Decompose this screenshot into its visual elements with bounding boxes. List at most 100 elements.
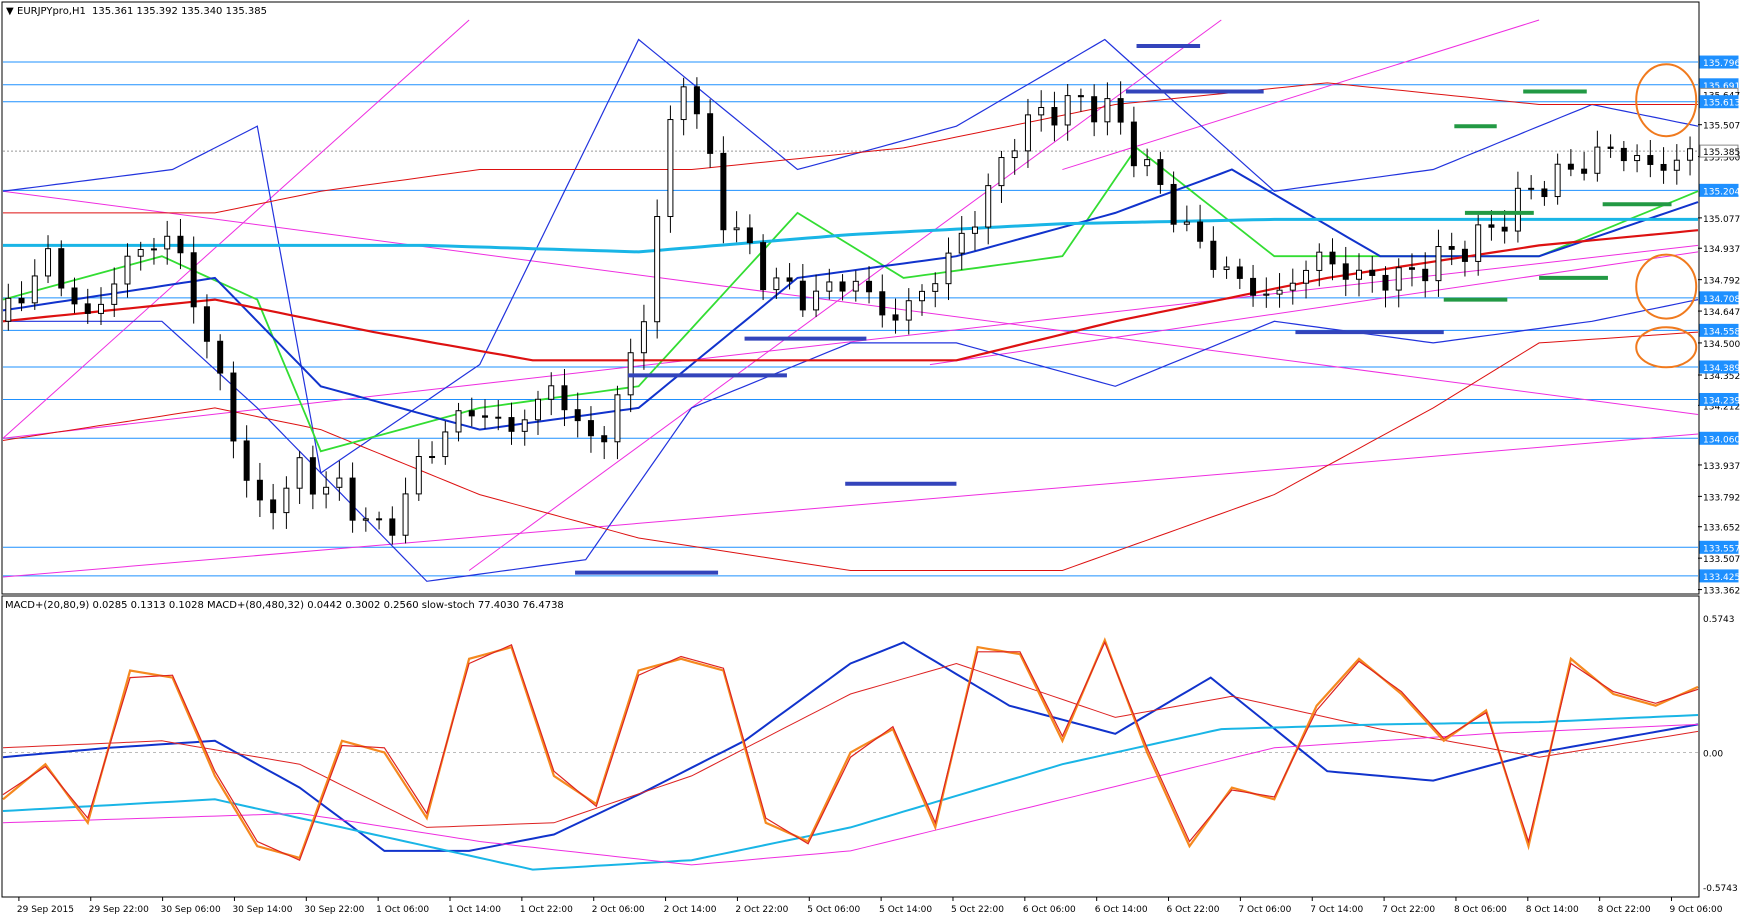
candle xyxy=(296,451,303,504)
main-header-ohlc: 135.361 135.392 135.340 135.385 xyxy=(92,6,267,17)
level-tag-label: 134.239 xyxy=(1703,396,1740,406)
x-tick-label: 8 Oct 22:00 xyxy=(1598,905,1651,915)
candle-body xyxy=(826,281,833,292)
candle-body xyxy=(1011,150,1018,159)
candle xyxy=(1408,253,1415,287)
candle xyxy=(521,409,528,446)
x-tick-label: 5 Oct 14:00 xyxy=(879,905,932,915)
candle xyxy=(508,402,515,445)
candle-body xyxy=(919,290,926,302)
candle-body xyxy=(230,372,237,442)
candle xyxy=(1104,82,1111,136)
candle xyxy=(111,267,118,317)
candle xyxy=(1581,151,1588,181)
candle-body xyxy=(534,398,541,421)
candle-body xyxy=(1236,266,1243,279)
candle-body xyxy=(1687,148,1694,161)
level-tag-label: 133.425 xyxy=(1703,573,1740,583)
candle xyxy=(230,361,237,459)
candle-body xyxy=(574,409,581,422)
candle xyxy=(1024,98,1031,168)
candle-body xyxy=(203,306,210,342)
candle-body xyxy=(1395,267,1402,291)
candle-body xyxy=(587,420,594,437)
candle-body xyxy=(177,235,184,254)
candle xyxy=(1528,175,1535,200)
candle xyxy=(1501,210,1508,244)
candle-body xyxy=(1276,289,1283,295)
candle-body xyxy=(813,290,820,311)
candle xyxy=(852,270,859,302)
candle-body xyxy=(349,477,356,521)
candle-body xyxy=(1607,146,1614,149)
candle-body xyxy=(1448,246,1455,250)
level-tag-label: 135.385 xyxy=(1703,148,1740,158)
candle xyxy=(482,399,489,429)
y-tick-label: 134.937 xyxy=(1703,245,1740,255)
level-tag-bg xyxy=(1699,144,1739,158)
candle xyxy=(97,287,104,325)
candle-body xyxy=(256,479,263,501)
candle xyxy=(415,439,422,501)
candle-body xyxy=(998,157,1005,187)
indicator-macd-fast-signal xyxy=(2,662,1699,828)
main-header-dropdown-icon[interactable]: ▼ xyxy=(6,6,14,17)
candle xyxy=(309,445,316,510)
candle-body xyxy=(1183,221,1190,225)
candle xyxy=(680,77,687,136)
y-tick-label: 134.647 xyxy=(1703,308,1740,318)
candle xyxy=(5,283,12,331)
candle-body xyxy=(892,314,899,321)
candle xyxy=(336,460,343,501)
candle-body xyxy=(5,297,12,322)
level-tag-bg xyxy=(1699,55,1739,69)
candle-body xyxy=(905,300,912,321)
candle-body xyxy=(1356,269,1362,280)
candle xyxy=(1356,253,1362,297)
level-tag-label: 135.691 xyxy=(1703,82,1740,92)
candle-body xyxy=(760,242,767,291)
candle xyxy=(58,240,65,297)
candle xyxy=(1170,171,1177,233)
candle xyxy=(1647,140,1654,178)
trend-line-5 xyxy=(929,251,1699,366)
candle-body xyxy=(270,499,277,514)
candle-body xyxy=(1197,221,1204,242)
candle-body xyxy=(1647,155,1654,165)
candle xyxy=(1329,238,1336,281)
level-tag-bg xyxy=(1699,323,1739,337)
trend-line-6 xyxy=(1062,19,1540,171)
level-tag-label: 135.613 xyxy=(1703,99,1740,109)
y-tick-label: 134.352 xyxy=(1703,372,1740,382)
candle-body xyxy=(1144,159,1151,167)
level-tag-label: 134.060 xyxy=(1703,435,1740,445)
candle-body xyxy=(1514,187,1521,232)
y-tick-label: 133.792 xyxy=(1703,493,1740,503)
indicator-macd-slow-signal xyxy=(2,723,1699,866)
candle-body xyxy=(1501,226,1508,232)
x-tick-label: 5 Oct 22:00 xyxy=(951,905,1004,915)
candle-body xyxy=(190,252,197,308)
candle xyxy=(84,288,91,324)
trend-line-1 xyxy=(2,190,1699,415)
candle xyxy=(1011,138,1018,175)
candle xyxy=(971,211,978,251)
candle xyxy=(879,274,886,328)
candle xyxy=(402,477,409,544)
candle xyxy=(1183,205,1190,232)
candle-body xyxy=(1064,95,1071,126)
candle-body xyxy=(376,518,383,521)
candle xyxy=(1276,273,1283,308)
candle-body xyxy=(336,477,343,488)
level-tag-bg xyxy=(1699,291,1739,305)
candle-body xyxy=(879,291,886,316)
candle xyxy=(31,259,38,310)
y-tick-label: 134.212 xyxy=(1703,402,1740,412)
candle xyxy=(1488,210,1495,241)
level-tag-bg xyxy=(1699,392,1739,406)
candle-body xyxy=(402,493,409,536)
series-ma-blue xyxy=(2,168,1699,431)
candle xyxy=(1673,144,1680,185)
candle-body xyxy=(601,435,608,443)
